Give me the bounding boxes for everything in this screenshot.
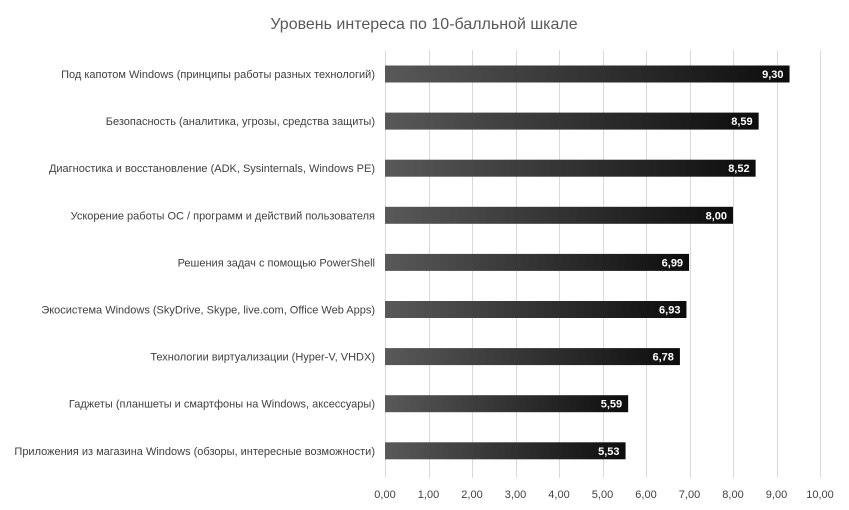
bar-value-label: 9,30 — [762, 69, 783, 81]
category-label: Гаджеты (планшеты и смартфоны на Windows… — [69, 399, 375, 411]
category-labels: Под капотом Windows (принципы работы раз… — [14, 69, 375, 458]
bar — [385, 253, 690, 271]
bar-value-label: 6,78 — [653, 352, 674, 364]
category-label: Технологии виртуализации (Hyper-V, VHDX) — [150, 352, 375, 364]
bar — [385, 301, 687, 318]
x-tick-label: 6,00 — [635, 489, 656, 501]
category-label: Экосистема Windows (SkyDrive, Skype, liv… — [41, 305, 375, 317]
bar-value-label: 5,53 — [598, 446, 619, 458]
bar — [385, 348, 680, 366]
bars: 9,30 8,59 8,52 8,00 6,99 6,93 6,78 5,59 5,53 — [385, 65, 790, 460]
category-label: Безопасность (аналитика, угрозы, средств… — [106, 116, 375, 128]
bar — [385, 206, 733, 224]
x-axis-tick-labels: 0,00 1,00 2,00 3,00 4,00 5,00 6,00 7,00 8,00 9,00… — [374, 489, 833, 501]
x-tick-label: 4,00 — [548, 489, 569, 501]
x-tick-label: 8,00 — [722, 489, 743, 501]
bar — [385, 442, 626, 460]
bar-value-label: 6,93 — [659, 305, 680, 317]
x-tick-label: 7,00 — [679, 489, 700, 501]
bar — [385, 395, 629, 413]
bar-value-label: 6,99 — [662, 257, 683, 269]
x-tick-label: 5,00 — [592, 489, 613, 501]
bar-value-label: 8,52 — [728, 163, 749, 175]
bar-value-label: 8,59 — [731, 116, 752, 128]
category-label: Ускорение работы ОС / программ и действи… — [71, 210, 375, 222]
bar-value-label: 8,00 — [706, 210, 727, 222]
x-tick-label: 2,00 — [461, 489, 482, 501]
category-label: Под капотом Windows (принципы работы раз… — [61, 69, 375, 81]
category-label: Диагностика и восстановление (ADK, Sysin… — [49, 163, 375, 175]
x-tick-label: 3,00 — [505, 489, 526, 501]
category-label: Приложения из магазина Windows (обзоры, … — [14, 446, 375, 458]
bar — [385, 159, 756, 177]
x-tick-label: 1,00 — [418, 489, 439, 501]
bar — [385, 65, 790, 83]
bar-value-label: 5,59 — [601, 399, 622, 411]
x-tick-label: 10,00 — [806, 489, 834, 501]
x-tick-label: 0,00 — [374, 489, 395, 501]
category-label: Решения задач с помощью PowerShell — [178, 257, 375, 269]
x-tick-label: 9,00 — [766, 489, 787, 501]
chart-title: Уровень интереса по 10-балльной шкале — [270, 16, 577, 33]
bar — [385, 112, 759, 130]
